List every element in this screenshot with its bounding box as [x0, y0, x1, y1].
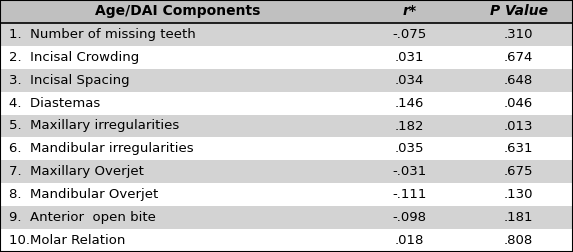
- Bar: [355, 115, 464, 137]
- Text: .146: .146: [395, 97, 425, 110]
- Text: 5.  Maxillary irregularities: 5. Maxillary irregularities: [9, 119, 179, 133]
- Text: .013: .013: [504, 119, 533, 133]
- Text: P Value: P Value: [489, 5, 548, 18]
- Text: .035: .035: [395, 142, 425, 155]
- Bar: [355, 46, 464, 69]
- Text: r*: r*: [403, 5, 417, 18]
- Bar: [0, 137, 355, 160]
- Text: 10.Molar Relation: 10.Molar Relation: [9, 234, 125, 247]
- Text: 8.  Mandibular Overjet: 8. Mandibular Overjet: [9, 188, 158, 201]
- Text: .310: .310: [504, 28, 533, 41]
- Text: 2.  Incisal Crowding: 2. Incisal Crowding: [9, 51, 139, 64]
- Bar: [464, 229, 573, 252]
- Bar: [464, 92, 573, 115]
- Bar: [355, 137, 464, 160]
- Bar: [355, 92, 464, 115]
- Text: .034: .034: [395, 74, 425, 87]
- Text: -.031: -.031: [393, 165, 427, 178]
- Bar: [0, 69, 355, 92]
- Bar: [464, 23, 573, 46]
- Bar: [0, 23, 355, 46]
- Bar: [464, 115, 573, 137]
- Bar: [355, 160, 464, 183]
- Text: 4.  Diastemas: 4. Diastemas: [9, 97, 100, 110]
- Bar: [0, 229, 355, 252]
- Bar: [355, 0, 464, 23]
- Text: -.111: -.111: [393, 188, 427, 201]
- Text: .181: .181: [504, 211, 533, 224]
- Text: .648: .648: [504, 74, 533, 87]
- Text: .182: .182: [395, 119, 425, 133]
- Bar: [464, 0, 573, 23]
- Bar: [355, 229, 464, 252]
- Bar: [0, 92, 355, 115]
- Bar: [0, 46, 355, 69]
- Text: .631: .631: [504, 142, 533, 155]
- Bar: [355, 183, 464, 206]
- Text: .130: .130: [504, 188, 533, 201]
- Text: .046: .046: [504, 97, 533, 110]
- Text: .674: .674: [504, 51, 533, 64]
- Text: 6.  Mandibular irregularities: 6. Mandibular irregularities: [9, 142, 193, 155]
- Text: .018: .018: [395, 234, 425, 247]
- Bar: [0, 183, 355, 206]
- Text: Age/DAI Components: Age/DAI Components: [95, 5, 260, 18]
- Text: .808: .808: [504, 234, 533, 247]
- Bar: [464, 69, 573, 92]
- Bar: [464, 206, 573, 229]
- Text: 9.  Anterior  open bite: 9. Anterior open bite: [9, 211, 155, 224]
- Bar: [355, 23, 464, 46]
- Bar: [464, 160, 573, 183]
- Bar: [0, 206, 355, 229]
- Text: 1.  Number of missing teeth: 1. Number of missing teeth: [9, 28, 195, 41]
- Bar: [0, 115, 355, 137]
- Bar: [355, 206, 464, 229]
- Text: -.098: -.098: [393, 211, 427, 224]
- Text: .031: .031: [395, 51, 425, 64]
- Bar: [464, 183, 573, 206]
- Bar: [464, 46, 573, 69]
- Text: -.075: -.075: [393, 28, 427, 41]
- Text: 3.  Incisal Spacing: 3. Incisal Spacing: [9, 74, 129, 87]
- Bar: [0, 160, 355, 183]
- Bar: [355, 69, 464, 92]
- Bar: [464, 137, 573, 160]
- Text: .675: .675: [504, 165, 533, 178]
- Bar: [0, 0, 355, 23]
- Text: 7.  Maxillary Overjet: 7. Maxillary Overjet: [9, 165, 143, 178]
